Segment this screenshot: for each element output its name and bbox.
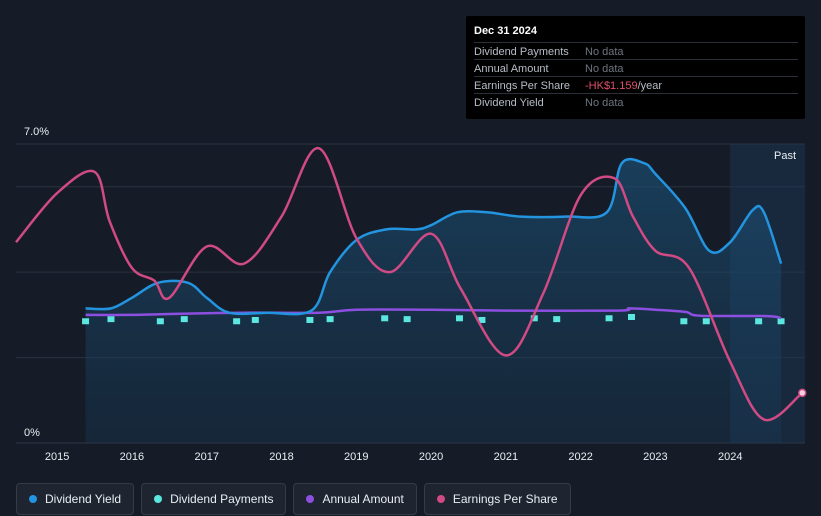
- x-tick-label: 2017: [194, 451, 219, 463]
- dividend-payment-marker: [156, 318, 164, 325]
- x-tick-label: 2015: [44, 451, 70, 463]
- dividend-yield-area: [85, 159, 782, 443]
- dividend-payment-marker: [755, 318, 763, 325]
- legend-label: Dividend Yield: [45, 492, 122, 506]
- legend-dividend-yield[interactable]: Dividend Yield: [16, 483, 135, 515]
- past-label: Past: [774, 150, 797, 162]
- tooltip-value: No data: [585, 97, 624, 109]
- dividend-payment-marker: [251, 316, 259, 323]
- x-tick-label: 2016: [119, 451, 145, 463]
- legend-label: Dividend Payments: [170, 492, 274, 506]
- dividend-payment-marker: [455, 315, 463, 322]
- dividend-payment-marker: [180, 316, 188, 323]
- dividend-payment-marker: [702, 318, 710, 325]
- tooltip-row-annual-amount: Annual Amount No data: [474, 59, 798, 77]
- dividend-payment-marker: [82, 318, 90, 325]
- earnings-per-share-dot-icon: [436, 495, 445, 503]
- y-axis-max-label: 7.0%: [24, 126, 50, 138]
- annual-amount-line: [85, 307, 782, 320]
- dividend-payment-marker: [107, 316, 115, 323]
- tooltip-value: -HK$1.159/year: [585, 80, 662, 92]
- x-tick-label: 2019: [344, 451, 369, 463]
- dividend-payments-dot-icon: [154, 495, 163, 503]
- dividend-yield-dot-icon: [29, 495, 37, 503]
- dividend-payment-marker: [306, 316, 314, 323]
- legend-earnings-per-share[interactable]: Earnings Per Share: [423, 483, 571, 515]
- legend-label: Earnings Per Share: [452, 492, 558, 506]
- x-tick-label: 2024: [717, 451, 743, 463]
- eps-value: -HK$1.159: [585, 80, 638, 92]
- tooltip-label: Dividend Payments: [474, 46, 569, 58]
- dividend-payment-marker: [777, 318, 785, 325]
- dividend-yield-line: [85, 157, 783, 316]
- dividend-payment-marker: [680, 318, 688, 325]
- legend: Dividend Yield Dividend Payments Annual …: [16, 483, 571, 515]
- tooltip-panel: Dec 31 2024 Dividend Payments No data An…: [466, 16, 805, 119]
- tooltip-value: No data: [585, 46, 624, 58]
- dividend-payment-marker: [553, 316, 561, 323]
- tooltip-label: Earnings Per Share: [474, 80, 570, 92]
- y-axis-min-label: 0%: [24, 427, 40, 439]
- tooltip-date: Dec 31 2024: [474, 25, 537, 37]
- legend-annual-amount[interactable]: Annual Amount: [293, 483, 417, 515]
- tooltip-label: Dividend Yield: [474, 97, 544, 109]
- tooltip-label: Annual Amount: [474, 63, 549, 75]
- dividend-payment-marker: [530, 315, 538, 322]
- dividend-payment-marker: [627, 313, 635, 320]
- tooltip-row-dividend-payments: Dividend Payments No data: [474, 42, 798, 60]
- eps-unit: /year: [637, 80, 663, 92]
- dividend-payment-marker: [233, 318, 241, 325]
- dividend-payment-marker: [605, 315, 613, 322]
- legend-dividend-payments[interactable]: Dividend Payments: [141, 483, 287, 515]
- x-tick-label: 2018: [269, 451, 294, 463]
- x-tick-label: 2023: [643, 451, 668, 463]
- earnings-per-share-end-marker: [798, 388, 807, 398]
- x-tick-label: 2021: [493, 451, 519, 463]
- legend-label: Annual Amount: [322, 492, 404, 506]
- tooltip-value: No data: [585, 63, 624, 75]
- x-tick-label: 2020: [418, 451, 444, 463]
- earnings-per-share-line: [15, 147, 803, 422]
- dividend-payment-marker: [326, 316, 334, 323]
- dividend-payment-marker: [478, 316, 486, 323]
- tooltip-row-dividend-yield: Dividend Yield No data: [474, 93, 798, 111]
- dividend-payment-marker: [381, 315, 389, 322]
- annual-amount-dot-icon: [306, 495, 315, 503]
- dividend-payment-marker: [403, 316, 411, 323]
- chart-series: [15, 147, 807, 443]
- tooltip-row-earnings-per-share: Earnings Per Share -HK$1.159/year: [474, 76, 798, 94]
- x-tick-label: 2022: [568, 451, 593, 463]
